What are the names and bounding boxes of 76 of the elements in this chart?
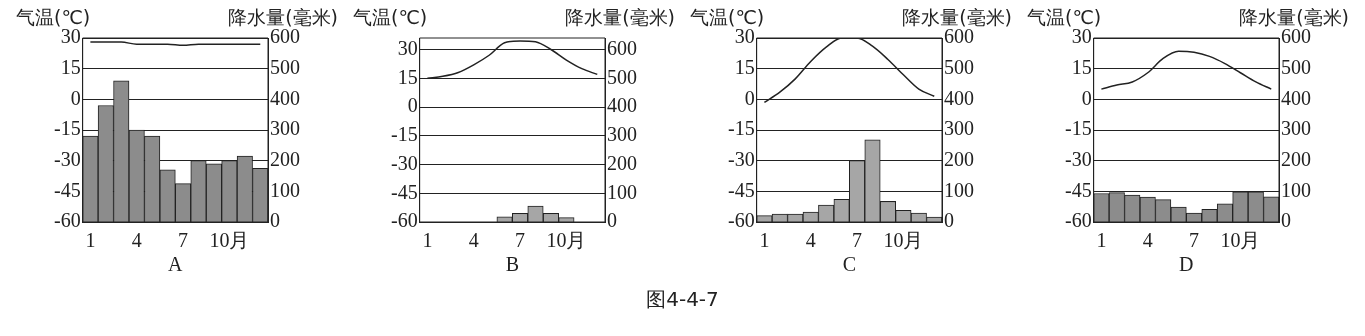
- x-tick-label: 4: [468, 229, 479, 252]
- y2-tick-label: 300: [269, 117, 300, 140]
- x-tick-label: 1: [85, 229, 96, 252]
- x-tick-label: 7: [177, 229, 188, 252]
- y2-tick-label: 300: [606, 123, 637, 145]
- y-tick-label: -60: [390, 209, 418, 232]
- y-tick-label: -45: [390, 180, 418, 203]
- y2-axis-title: 降水量(毫米): [565, 6, 675, 29]
- y2-tick-label: 500: [606, 65, 637, 88]
- y2-tick-label: 400: [944, 86, 975, 109]
- y2-tick-label: 100: [1281, 178, 1312, 201]
- x-tick-label: 4: [805, 229, 816, 252]
- x-axis-title: B: [505, 253, 519, 276]
- x-tick-label: 10月: [883, 229, 924, 252]
- y-tick-label: 15: [397, 65, 418, 88]
- y-tick-label: -30: [53, 147, 81, 170]
- x-tick-label: 1: [422, 229, 433, 252]
- y2-tick-label: 100: [606, 180, 637, 203]
- y2-tick-label: 0: [944, 209, 955, 232]
- x-tick-label: 10月: [1220, 229, 1261, 252]
- y-tick-label: -15: [53, 117, 81, 140]
- y-tick-label: 0: [744, 86, 755, 109]
- y2-tick-label: 400: [606, 94, 637, 117]
- y-tick-label: 0: [70, 86, 81, 109]
- y2-axis-title: 降水量(毫米): [902, 6, 1013, 29]
- y-tick-label: -60: [728, 209, 755, 232]
- y-tick-label: -15: [728, 117, 755, 140]
- y2-tick-label: 0: [1281, 209, 1292, 232]
- y-tick-label: -45: [53, 178, 81, 201]
- y-tick-label: 15: [1072, 55, 1093, 78]
- y-tick-label: -15: [390, 123, 418, 145]
- x-axis-title: A: [167, 253, 183, 276]
- y-tick-label: -15: [1065, 117, 1093, 140]
- y2-tick-label: 500: [1281, 55, 1312, 78]
- x-tick-label: 1: [759, 229, 770, 252]
- x-tick-label: 10月: [209, 229, 250, 252]
- x-tick-label: 10月: [546, 229, 587, 252]
- y2-tick-label: 200: [606, 151, 637, 174]
- y2-tick-label: 0: [606, 209, 617, 232]
- y-tick-label: -45: [728, 178, 755, 201]
- y2-axis-title: 降水量(毫米): [1239, 6, 1350, 29]
- y-axis-title: 气温(℃): [352, 6, 428, 29]
- y2-tick-label: 600: [606, 36, 637, 59]
- y-tick-label: 15: [734, 55, 755, 78]
- y2-tick-label: 200: [269, 147, 300, 170]
- y2-tick-label: 300: [944, 117, 975, 140]
- y2-tick-label: 400: [1281, 86, 1312, 109]
- y-tick-label: -45: [1065, 178, 1093, 201]
- x-axis-title: C: [842, 253, 857, 276]
- y2-tick-label: 100: [269, 178, 300, 201]
- y2-tick-label: 400: [269, 86, 300, 109]
- y-tick-label: -60: [53, 209, 81, 232]
- x-axis-title: D: [1179, 253, 1194, 276]
- y2-tick-label: 500: [944, 55, 975, 78]
- y-tick-label: 15: [60, 55, 81, 78]
- y2-tick-label: 0: [269, 209, 280, 232]
- y-tick-label: -30: [390, 151, 418, 174]
- y2-axis-title: 降水量(毫米): [227, 6, 338, 29]
- y-tick-label: 0: [1082, 86, 1093, 109]
- x-tick-label: 7: [514, 229, 525, 252]
- y2-tick-label: 100: [944, 178, 975, 201]
- y2-tick-label: 300: [1281, 117, 1312, 140]
- x-tick-label: 7: [852, 229, 863, 252]
- caption: 图4-4-7: [645, 286, 720, 313]
- y-tick-label: -30: [1065, 147, 1093, 170]
- x-tick-label: 4: [131, 229, 142, 252]
- y-tick-label: 0: [407, 94, 418, 117]
- x-tick-label: 4: [1143, 229, 1154, 252]
- y2-tick-label: 200: [944, 147, 975, 170]
- y-tick-label: -30: [728, 147, 755, 170]
- y-tick-label: 30: [397, 36, 418, 59]
- y-tick-label: -60: [1065, 209, 1093, 232]
- y2-tick-label: 200: [1281, 147, 1312, 170]
- x-tick-label: 1: [1096, 229, 1107, 252]
- y2-tick-label: 500: [269, 55, 300, 78]
- x-tick-label: 7: [1189, 229, 1200, 252]
